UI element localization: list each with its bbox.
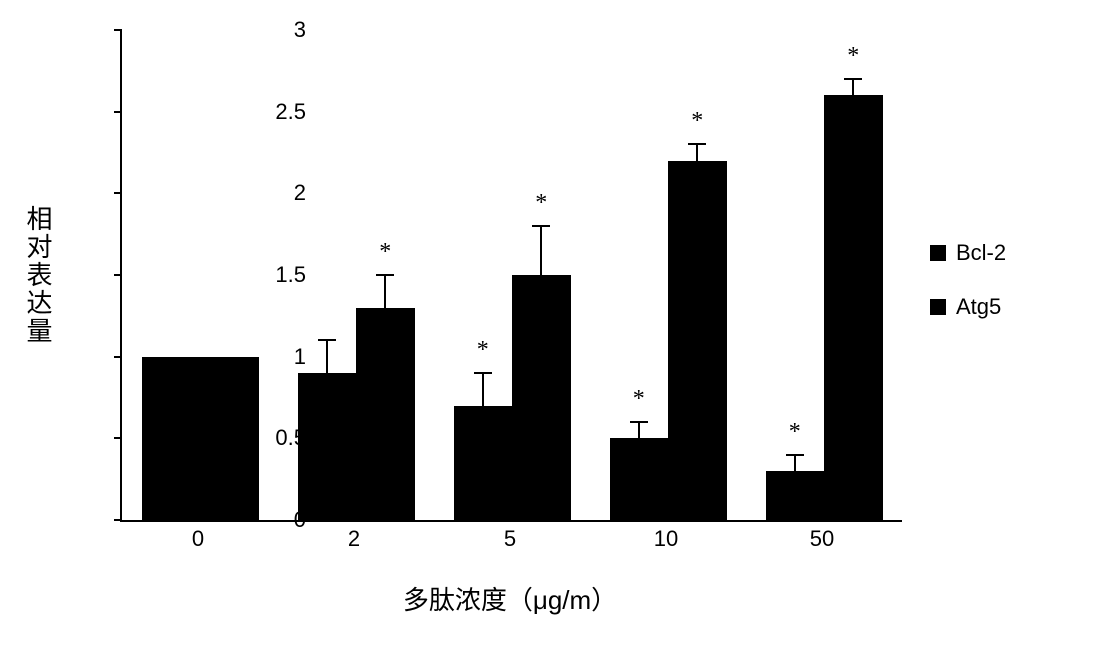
- x-tick-label: 10: [636, 526, 696, 552]
- error-cap: [688, 143, 706, 145]
- y-tick: [114, 29, 122, 31]
- legend-swatch-icon: [930, 299, 946, 315]
- x-axis-title: 多肽浓度（μg/m）: [403, 580, 617, 617]
- error-bar: [638, 422, 640, 438]
- y-tick: [114, 519, 122, 521]
- significance-marker: *: [847, 43, 859, 70]
- bar: [824, 95, 883, 520]
- error-cap: [532, 225, 550, 227]
- significance-marker: *: [633, 386, 645, 413]
- bar: [356, 308, 415, 520]
- error-cap: [630, 421, 648, 423]
- y-tick: [114, 356, 122, 358]
- error-cap: [474, 372, 492, 374]
- error-cap: [318, 339, 336, 341]
- legend-label: Bcl-2: [956, 240, 1006, 266]
- y-tick-label: 2: [246, 180, 306, 206]
- y-tick-label: 3: [246, 17, 306, 43]
- legend-item: Atg5: [930, 294, 1006, 320]
- error-cap: [844, 78, 862, 80]
- y-tick: [114, 111, 122, 113]
- bar: [298, 373, 357, 520]
- significance-marker: *: [535, 190, 547, 217]
- y-tick: [114, 274, 122, 276]
- bar: [142, 357, 201, 520]
- bar: [668, 161, 727, 520]
- y-tick-label: 1.5: [246, 262, 306, 288]
- y-tick-label: 0.5: [246, 425, 306, 451]
- plot-area: * * * * * * *: [120, 30, 902, 522]
- error-bar: [852, 79, 854, 95]
- bar: [766, 471, 825, 520]
- x-tick-label: 0: [168, 526, 228, 552]
- y-tick-label: 2.5: [246, 99, 306, 125]
- chart-container: 相对表达量 多肽浓度（μg/m） * * * * * * * Bcl-2 Atg5 0 0.5…: [0, 0, 1098, 647]
- legend: Bcl-2 Atg5: [930, 240, 1006, 348]
- y-tick-label: 1: [246, 344, 306, 370]
- error-bar: [696, 144, 698, 160]
- error-bar: [794, 455, 796, 471]
- bar: [512, 275, 571, 520]
- significance-marker: *: [379, 239, 391, 266]
- significance-marker: *: [691, 108, 703, 135]
- x-tick-label: 5: [480, 526, 540, 552]
- significance-marker: *: [477, 337, 489, 364]
- error-bar: [384, 275, 386, 308]
- error-cap: [786, 454, 804, 456]
- y-tick-label: 0: [246, 507, 306, 533]
- error-bar: [540, 226, 542, 275]
- error-cap: [376, 274, 394, 276]
- bar: [610, 438, 669, 520]
- legend-item: Bcl-2: [930, 240, 1006, 266]
- error-bar: [326, 340, 328, 373]
- x-tick-label: 2: [324, 526, 384, 552]
- legend-label: Atg5: [956, 294, 1001, 320]
- legend-swatch-icon: [930, 245, 946, 261]
- x-tick-label: 50: [792, 526, 852, 552]
- y-axis-title: 相对表达量: [20, 205, 57, 345]
- y-tick: [114, 192, 122, 194]
- error-bar: [482, 373, 484, 406]
- significance-marker: *: [789, 419, 801, 446]
- bar: [454, 406, 513, 520]
- y-tick: [114, 437, 122, 439]
